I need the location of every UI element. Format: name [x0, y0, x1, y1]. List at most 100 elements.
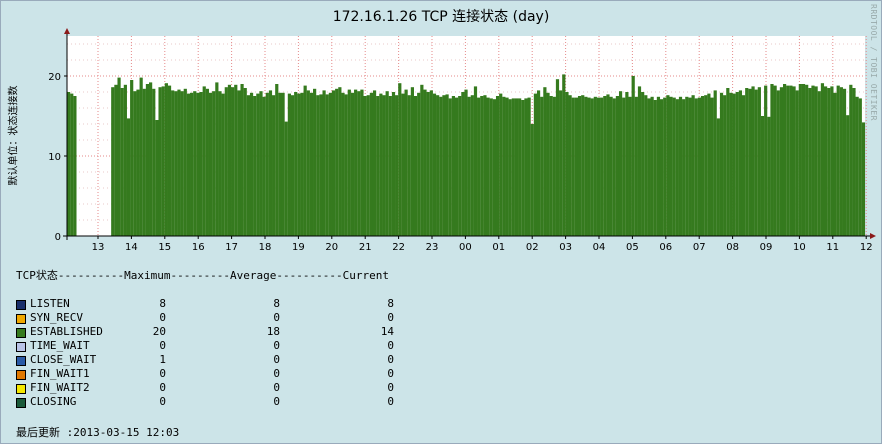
y-tick-label: 0	[55, 232, 61, 243]
bar	[600, 97, 604, 236]
bar	[423, 89, 427, 236]
bar	[795, 90, 799, 237]
bar	[268, 90, 273, 237]
bar	[385, 91, 389, 236]
x-tick-label: 23	[426, 242, 439, 253]
bar	[562, 74, 566, 237]
legend-header: TCP状态----------Maximum---------Average--…	[16, 269, 389, 282]
bar	[824, 86, 828, 237]
bar	[335, 88, 339, 236]
bar	[199, 92, 203, 236]
bar	[735, 92, 739, 236]
bar	[417, 92, 421, 236]
bar	[647, 98, 651, 237]
bar	[436, 95, 440, 236]
legend-name: CLOSE_WAIT	[30, 353, 97, 366]
bar	[420, 84, 424, 236]
x-tick-label: 22	[392, 242, 405, 253]
x-tick-label: 16	[192, 242, 205, 253]
x-tick-label: 06	[659, 242, 672, 253]
bar	[70, 93, 74, 236]
bar	[682, 99, 686, 236]
legend-row-fin-wait1: FIN_WAIT1 0 0 0	[16, 367, 394, 381]
bar	[281, 92, 285, 236]
legend-max: 0	[159, 395, 166, 408]
bar	[663, 97, 667, 236]
bar	[297, 93, 301, 236]
legend-avg: 0	[273, 353, 280, 366]
bar	[290, 95, 295, 236]
bar	[849, 84, 853, 236]
bar	[439, 96, 443, 236]
bar	[827, 88, 831, 236]
bar	[770, 84, 774, 236]
bar	[171, 90, 175, 237]
bar	[158, 87, 162, 236]
bar	[842, 88, 847, 236]
bar	[249, 92, 254, 236]
bar	[492, 99, 497, 236]
bar	[754, 89, 758, 236]
bar	[691, 95, 695, 236]
bar	[395, 95, 399, 236]
bar	[533, 93, 538, 236]
bar	[306, 90, 310, 237]
bar	[764, 85, 768, 236]
x-tick-label: 18	[259, 242, 272, 253]
legend-max: 0	[159, 339, 166, 352]
x-axis-ticks: 13 14 15 16 17 18 19 20 21 22 23 00 01 02 03 04 05 06 07 08…	[92, 236, 873, 253]
legend-row-fin-wait2: FIN_WAIT2 0 0 0	[16, 381, 394, 395]
bar	[792, 86, 796, 237]
legend-row-syn-recv: SYN_RECV 0 0 0	[16, 311, 394, 325]
x-tick-label: 12	[860, 242, 873, 253]
bar	[316, 95, 320, 236]
legend-table: TCP状态----------Maximum---------Average--…	[16, 269, 394, 409]
legend-name: CLOSING	[30, 395, 77, 408]
legend-swatch	[16, 314, 26, 324]
bar	[751, 86, 755, 237]
bar	[73, 96, 77, 236]
bar	[628, 96, 632, 236]
legend-cur: 0	[387, 381, 394, 394]
bar	[625, 92, 629, 236]
bar	[782, 84, 787, 236]
bar	[489, 98, 493, 237]
bar	[470, 95, 474, 236]
bar	[631, 76, 635, 236]
bar	[609, 96, 613, 236]
legend-rows: LISTEN 8 8 8 SYN_RECV 0 0 0 ESTABLISHED 20 18 14 TIM…	[16, 297, 394, 409]
bar	[801, 84, 806, 236]
legend-row-listen: LISTEN 8 8 8	[16, 297, 394, 311]
bar	[511, 98, 515, 237]
bar	[514, 98, 519, 237]
legend-max: 0	[159, 311, 166, 324]
x-tick-label: 11	[826, 242, 839, 253]
bar	[183, 88, 187, 236]
x-tick-label: 17	[225, 242, 238, 253]
legend-swatch	[16, 370, 26, 380]
bar	[536, 90, 541, 237]
x-tick-label: 09	[760, 242, 773, 253]
bar	[360, 89, 364, 236]
legend-cur: 8	[387, 297, 394, 310]
bar	[477, 97, 481, 236]
bar	[499, 93, 503, 236]
legend-swatch	[16, 328, 26, 338]
bar	[410, 87, 414, 236]
bar	[738, 90, 743, 237]
bar	[719, 92, 724, 236]
bar	[745, 88, 749, 236]
bar	[363, 96, 367, 236]
bar	[379, 93, 383, 236]
bar	[650, 96, 654, 236]
bar	[126, 118, 131, 236]
bar	[331, 90, 336, 237]
bar	[700, 96, 705, 236]
y-axis-ticks: 0 10 20	[48, 72, 67, 243]
bar	[350, 92, 355, 236]
bar	[413, 96, 418, 236]
bar	[259, 91, 263, 236]
bar	[726, 88, 730, 236]
bar	[376, 96, 380, 236]
bar	[117, 77, 121, 236]
